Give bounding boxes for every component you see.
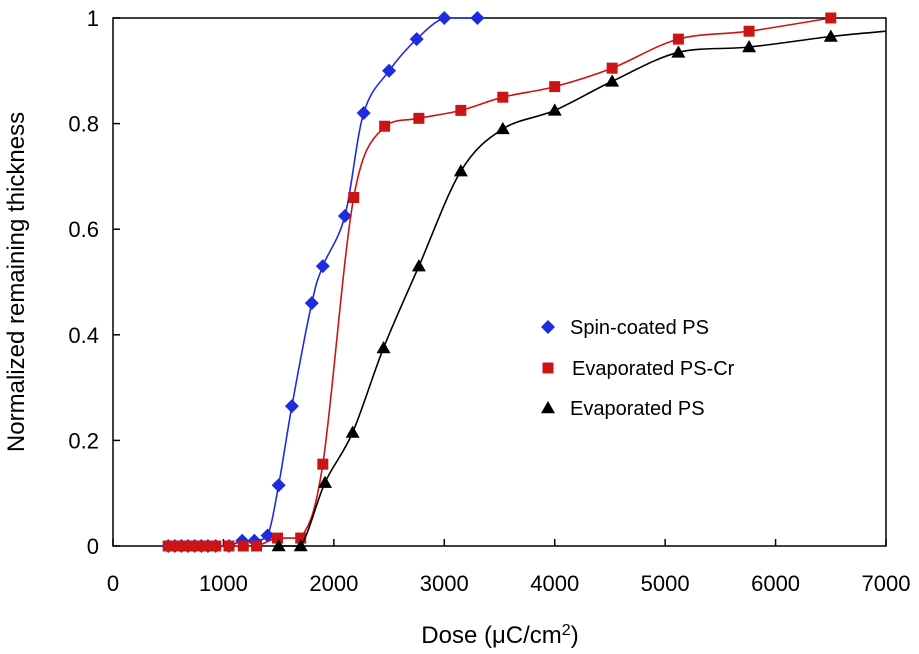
data-point [271,478,286,493]
data-point [470,11,485,25]
data-point [223,540,235,552]
data-point [411,259,426,272]
x-tick-label: 6000 [751,571,800,596]
y-tick-label: 0.8 [68,112,99,137]
data-point [549,81,561,93]
data-point [606,62,618,74]
data-point [295,532,307,544]
data-point [272,532,284,544]
x-tick-label: 3000 [420,571,469,596]
data-point [284,399,299,414]
data-point [382,63,397,78]
data-point [318,475,333,488]
y-tick-label: 0.4 [68,323,99,348]
data-point [379,120,391,132]
x-axis-ticks: 0 1000 2000 3000 4000 5000 6000 7000 [107,539,911,596]
data-point [210,540,222,552]
data-point [189,540,201,552]
data-point [169,540,181,552]
series-evaporated-ps-cr [162,12,837,552]
data-point [497,91,509,103]
y-axis-ticks: 0 0.2 0.4 0.6 0.8 1 [68,6,120,559]
data-point [742,40,757,53]
data-point [293,539,308,552]
series-line [278,30,887,547]
data-point [437,11,452,25]
x-tick-label: 7000 [862,571,911,596]
series-layer [161,11,887,553]
data-point [356,106,371,121]
data-point [237,540,249,552]
legend: Spin-coated PS Evaporated PS-Cr Evaporated… [541,317,735,420]
data-point [317,458,329,470]
data-point [455,104,467,116]
y-axis-title: Normalized remaining thickness [3,112,30,452]
data-point [337,209,352,223]
data-point [348,192,360,204]
x-tick-label: 0 [107,571,119,596]
x-tick-label: 5000 [641,571,690,596]
y-tick-label: 0 [87,534,99,559]
data-point [743,25,755,37]
data-point [453,164,468,177]
series-evaporated-ps [271,29,887,552]
y-tick-label: 0.2 [68,428,99,453]
data-point [605,74,620,87]
legend-marker [541,401,555,414]
x-tick-label: 4000 [530,571,579,596]
legend-item-evaporated-ps: Evaporated PS [541,398,705,420]
data-point [195,540,207,552]
plot-area [112,17,887,547]
data-point [547,103,562,116]
data-point [251,540,263,552]
data-point [304,296,319,311]
data-point [260,528,275,543]
data-point [409,32,424,47]
x-tick-label: 2000 [309,571,358,596]
data-point [315,259,330,274]
data-point [671,45,686,58]
data-point [175,540,187,552]
data-point [376,341,391,354]
y-tick-label: 0.6 [68,217,99,242]
data-point [162,540,174,552]
y-tick-label: 1 [87,6,99,31]
legend-marker [541,320,555,334]
data-point [345,425,360,438]
data-point [413,112,425,124]
legend-item-evaporated-ps-cr: Evaporated PS-Cr [542,358,735,380]
legend-label: Evaporated PS-Cr [572,358,735,380]
data-point [672,33,684,45]
data-point [823,29,838,42]
series-spin-coated-ps [161,11,485,553]
x-axis-title: Dose (μC/cm2) [421,622,578,650]
x-tick-label: 1000 [199,571,248,596]
data-point [825,12,837,24]
legend-item-spin-coated-ps: Spin-coated PS [541,317,709,339]
data-point [271,539,286,552]
data-point [182,540,194,552]
legend-label: Evaporated PS [570,398,705,420]
legend-marker [542,362,554,374]
data-point [202,540,214,552]
data-point [495,121,510,135]
legend-label: Spin-coated PS [570,317,709,339]
